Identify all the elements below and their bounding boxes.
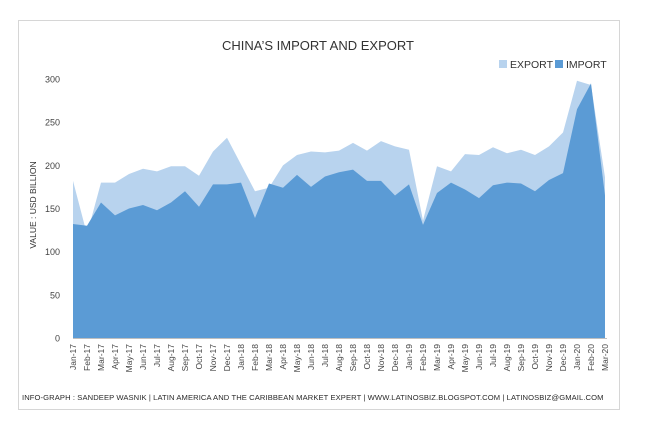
x-tick-label: Dec-17 — [222, 344, 232, 372]
legend-label-export: EXPORT — [510, 59, 554, 71]
y-tick-label: 0 — [55, 334, 60, 344]
x-tick-label: Jun-17 — [138, 344, 148, 370]
x-tick-label: Mar-19 — [432, 344, 442, 371]
x-tick-label: Oct-19 — [530, 344, 540, 370]
x-tick-label: Apr-18 — [278, 344, 288, 370]
x-tick-label: Aug-19 — [502, 344, 512, 372]
x-tick-label: Feb-17 — [82, 344, 92, 371]
x-tick-label: Nov-17 — [208, 344, 218, 372]
x-tick-label: Jul-19 — [488, 344, 498, 367]
legend-swatch-export — [499, 60, 507, 68]
x-tick-label: Jun-19 — [474, 344, 484, 370]
y-tick-label: 250 — [45, 118, 60, 128]
x-tick-label: Oct-18 — [362, 344, 372, 370]
x-tick-label: Jun-18 — [306, 344, 316, 370]
legend: EXPORT IMPORT — [499, 59, 607, 71]
x-tick-label: Dec-19 — [558, 344, 568, 372]
x-tick-label: Dec-18 — [390, 344, 400, 372]
x-tick-label: Mar-20 — [600, 344, 610, 371]
x-tick-label: Jul-17 — [152, 344, 162, 367]
x-tick-label: Sep-18 — [348, 344, 358, 372]
y-tick-label: 200 — [45, 161, 60, 171]
x-tick-label: Feb-20 — [586, 344, 596, 371]
x-tick-label: May-19 — [460, 344, 470, 373]
footer-credit: INFO-GRAPH : SANDEEP WASNIK | LATIN AMER… — [22, 393, 604, 402]
plot-area: 0 50 100 150 200 250 300 Jan-17 Feb-17 Mar-17 Apr-… — [45, 75, 610, 373]
chart-title: CHINA’S IMPORT AND EXPORT — [222, 38, 414, 53]
y-tick-label: 150 — [45, 204, 60, 214]
legend-label-import: IMPORT — [566, 59, 607, 71]
y-axis-label: VALUE : USD BILLION — [28, 161, 38, 248]
x-tick-label: May-18 — [292, 344, 302, 373]
x-tick-label: Aug-18 — [334, 344, 344, 372]
x-tick-label: Jan-17 — [68, 344, 78, 370]
area-series-import — [73, 83, 605, 338]
y-tick-label: 300 — [45, 75, 60, 85]
x-tick-label: Nov-18 — [376, 344, 386, 372]
x-tick-label: Jul-18 — [320, 344, 330, 367]
x-tick-label: Jan-18 — [236, 344, 246, 370]
x-tick-label: Feb-18 — [250, 344, 260, 371]
x-tick-label: Mar-18 — [264, 344, 274, 371]
x-tick-label: May-17 — [124, 344, 134, 373]
y-tick-label: 100 — [45, 247, 60, 257]
x-tick-label: Apr-17 — [110, 344, 120, 370]
x-tick-label: Jan-19 — [404, 344, 414, 370]
x-tick-label: Sep-19 — [516, 344, 526, 372]
legend-swatch-import — [555, 60, 563, 68]
x-tick-label: Oct-17 — [194, 344, 204, 370]
x-tick-label: Feb-19 — [418, 344, 428, 371]
y-tick-label: 50 — [50, 290, 60, 300]
x-tick-label: Aug-17 — [166, 344, 176, 372]
x-tick-label: Jan-20 — [572, 344, 582, 370]
x-tick-label: Sep-17 — [180, 344, 190, 372]
x-tick-label: Mar-17 — [96, 344, 106, 371]
x-tick-label: Nov-19 — [544, 344, 554, 372]
x-tick-label: Apr-19 — [446, 344, 456, 370]
